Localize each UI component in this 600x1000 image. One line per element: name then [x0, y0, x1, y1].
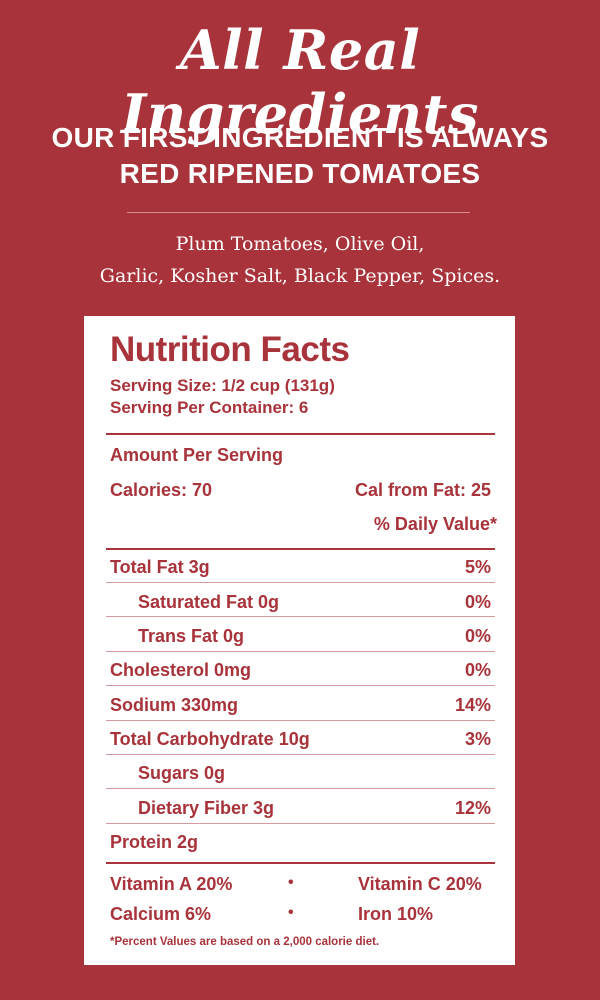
nutrient-label: Trans Fat 0g	[138, 625, 245, 646]
divider	[127, 212, 470, 213]
ingredients-list: Plum Tomatoes, Olive Oil, Garlic, Kosher…	[0, 228, 600, 292]
rule	[106, 651, 495, 652]
nutrient-value: 3%	[464, 728, 491, 749]
rule	[106, 788, 495, 789]
rule	[106, 862, 495, 864]
vitamin-c: Vitamin C 20%	[358, 874, 482, 894]
nutrient-value: 0%	[464, 625, 491, 646]
nutrient-row: Trans Fat 0g 0%	[110, 625, 491, 647]
nutrient-label: Sodium 330mg	[110, 694, 239, 715]
daily-value-header: % Daily Value*	[373, 514, 497, 534]
rule	[106, 548, 495, 550]
nutrient-value: 5%	[464, 556, 491, 577]
serving-size: Serving Size: 1/2 cup (131g)	[110, 376, 335, 395]
nutrient-value: 0%	[464, 659, 491, 680]
calories-label: Calories: 70	[110, 479, 213, 500]
ingredients-line-2: Garlic, Kosher Salt, Black Pepper, Spice…	[99, 265, 501, 287]
rule	[106, 823, 495, 824]
nutrient-row: Total Fat 3g 5%	[110, 556, 491, 578]
nutrient-label: Total Carbohydrate 10g	[110, 728, 310, 749]
nutrition-facts-panel: Nutrition Facts Serving Size: 1/2 cup (1…	[84, 316, 515, 965]
cal-from-fat: Cal from Fat: 25	[354, 479, 491, 500]
vitamin-a: Vitamin A 20%	[110, 874, 233, 894]
nutrient-label: Saturated Fat 0g	[138, 591, 280, 612]
calcium: Calcium 6%	[110, 904, 212, 924]
rule	[106, 685, 495, 686]
rule	[106, 720, 495, 721]
nutrient-row: Dietary Fiber 3g 12%	[110, 797, 491, 819]
nutrient-row: Total Carbohydrate 10g 3%	[110, 728, 491, 750]
servings-per-container: Serving Per Container: 6	[110, 398, 309, 417]
headline: All Real Ingredients	[121, 18, 479, 146]
rule	[106, 616, 495, 617]
rule	[106, 433, 495, 435]
calories-row: Calories: 70 Cal from Fat: 25	[110, 479, 491, 501]
nutrition-facts-title: Nutrition Facts	[110, 330, 350, 369]
nutrient-row: Sodium 330mg 14%	[110, 694, 491, 716]
subhead: OUR FIRST INGREDIENT IS ALWAYS RED RIPEN…	[0, 120, 600, 192]
amount-per-serving-row: Amount Per Serving	[110, 444, 491, 466]
nutrient-value: 14%	[454, 694, 491, 715]
rule	[106, 754, 495, 755]
nutrient-label: Cholesterol 0mg	[110, 659, 252, 680]
nutrient-label: Sugars 0g	[138, 762, 226, 783]
nutrient-row: Protein 2g	[110, 831, 491, 853]
nutrient-label: Protein 2g	[110, 831, 199, 852]
nutrient-row: Sugars 0g	[110, 762, 491, 784]
bullet: •	[288, 874, 294, 891]
nutrient-label: Total Fat 3g	[110, 556, 210, 577]
nutrient-row: Cholesterol 0mg 0%	[110, 659, 491, 681]
amount-per-serving-label: Amount Per Serving	[110, 444, 284, 465]
nutrient-row: Saturated Fat 0g 0%	[110, 591, 491, 613]
subhead-line-1: OUR FIRST INGREDIENT IS ALWAYS	[51, 122, 549, 153]
nutrient-value: 0%	[464, 591, 491, 612]
nutrient-label: Dietary Fiber 3g	[138, 797, 275, 818]
nutrient-value: 12%	[454, 797, 491, 818]
subhead-line-2: RED RIPENED TOMATOES	[119, 158, 481, 189]
bullet: •	[288, 904, 294, 921]
footnote: *Percent Values are based on a 2,000 cal…	[110, 936, 380, 948]
rule	[106, 582, 495, 583]
ingredients-line-1: Plum Tomatoes, Olive Oil,	[175, 233, 425, 255]
iron: Iron 10%	[358, 904, 434, 924]
